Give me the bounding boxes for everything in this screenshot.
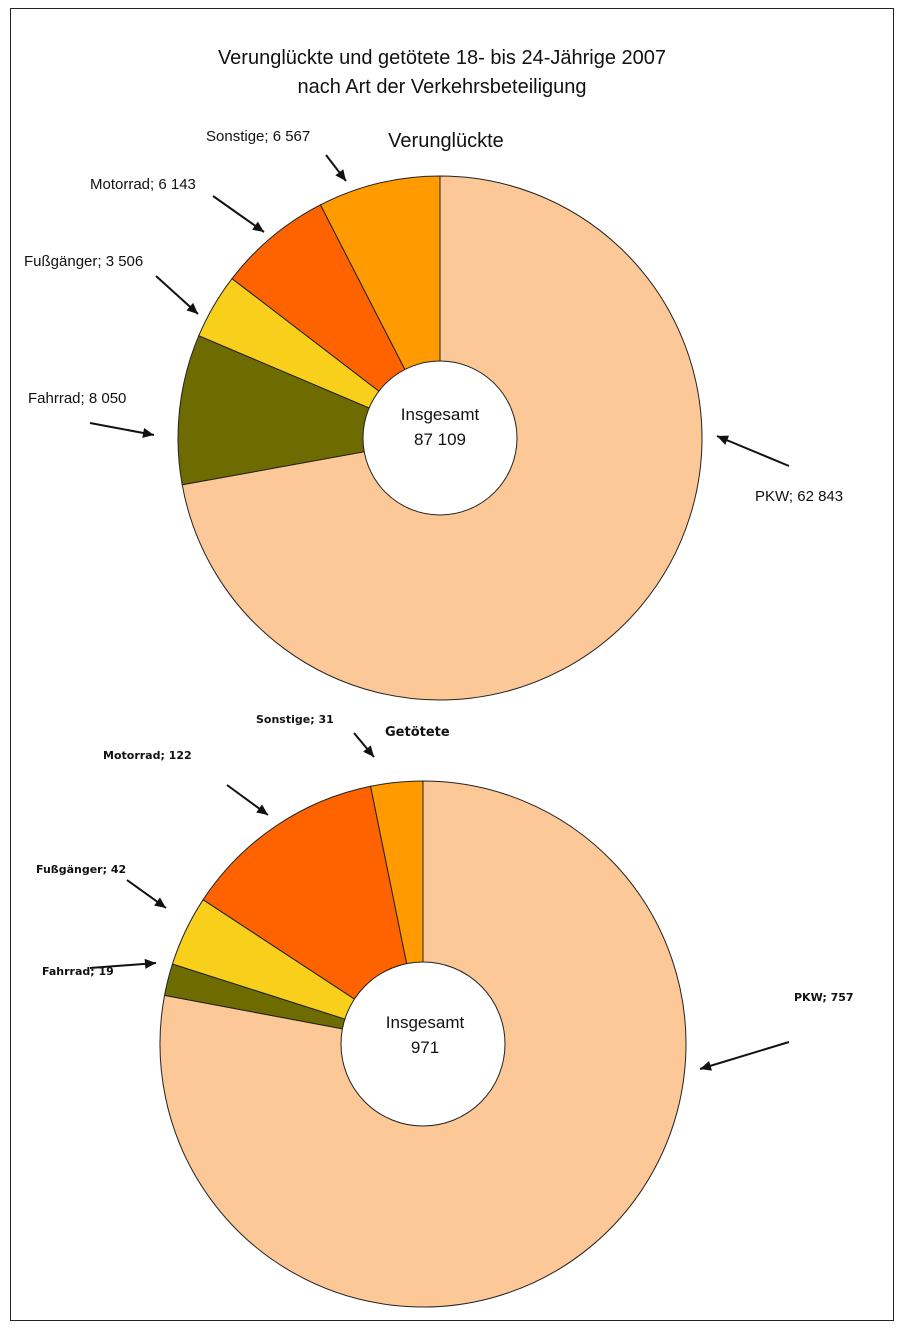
pie-verunglueckte-center-label: Insgesamt (401, 405, 480, 424)
pie-verunglueckte (177, 175, 703, 701)
arrowhead (144, 958, 156, 969)
arrow-pkw-2 (699, 1041, 790, 1070)
pie-getoetete-arrows (89, 732, 790, 1071)
pie-getoetete-label-sonstige: Sonstige; 31 (256, 713, 334, 726)
pie-verunglueckte-label-fahrrad: Fahrrad; 8 050 (28, 390, 126, 407)
pie-getoetete-label-fussgaenger: Fußgänger; 42 (36, 863, 126, 876)
arrowhead (717, 435, 730, 445)
arrowhead (700, 1061, 712, 1071)
pie-verunglueckte-label-pkw: PKW; 62 843 (755, 488, 843, 505)
arrowhead (186, 302, 198, 314)
pie-verunglueckte-center-hole (362, 360, 518, 516)
pie-verunglueckte-label-fussgaenger: Fußgänger; 3 506 (24, 253, 143, 270)
pie-getoetete-label-motorrad: Motorrad; 122 (103, 749, 192, 762)
pie-verunglueckte-slice-motorrad (231, 204, 441, 439)
pie-getoetete-center-hole (340, 961, 506, 1127)
arrowhead (335, 169, 346, 181)
pie-getoetete-slice-motorrad (202, 785, 424, 1046)
pie-getoetete-subtitle: Getötete (385, 725, 450, 740)
pie-verunglueckte-label-sonstige: Sonstige; 6 567 (206, 128, 310, 145)
pie-verunglueckte-arrows (89, 154, 790, 467)
pie-verunglueckte-center-value: 87 109 (414, 430, 466, 449)
arrowhead (142, 428, 154, 438)
pie-getoetete-center-value: 971 (411, 1038, 439, 1057)
pie-getoetete-center-label: Insgesamt (386, 1013, 465, 1032)
pie-getoetete-label-pkw: PKW; 757 (794, 991, 854, 1004)
arrow-pkw-1 (716, 435, 790, 467)
arrowhead (252, 221, 264, 232)
pie-getoetete (159, 780, 687, 1308)
arrowhead (363, 745, 374, 757)
arrowhead (256, 804, 268, 815)
pie-verunglueckte-subtitle: Verunglückte (388, 130, 504, 152)
arrow-fahrrad-2 (89, 962, 157, 969)
arrowhead (154, 897, 166, 908)
chart-title-line2: nach Art der Verkehrsbeteiligung (297, 76, 586, 98)
pie-verunglueckte-label-motorrad: Motorrad; 6 143 (90, 176, 196, 193)
chart-title-line1: Verunglückte und getötete 18- bis 24-Jäh… (218, 47, 666, 69)
